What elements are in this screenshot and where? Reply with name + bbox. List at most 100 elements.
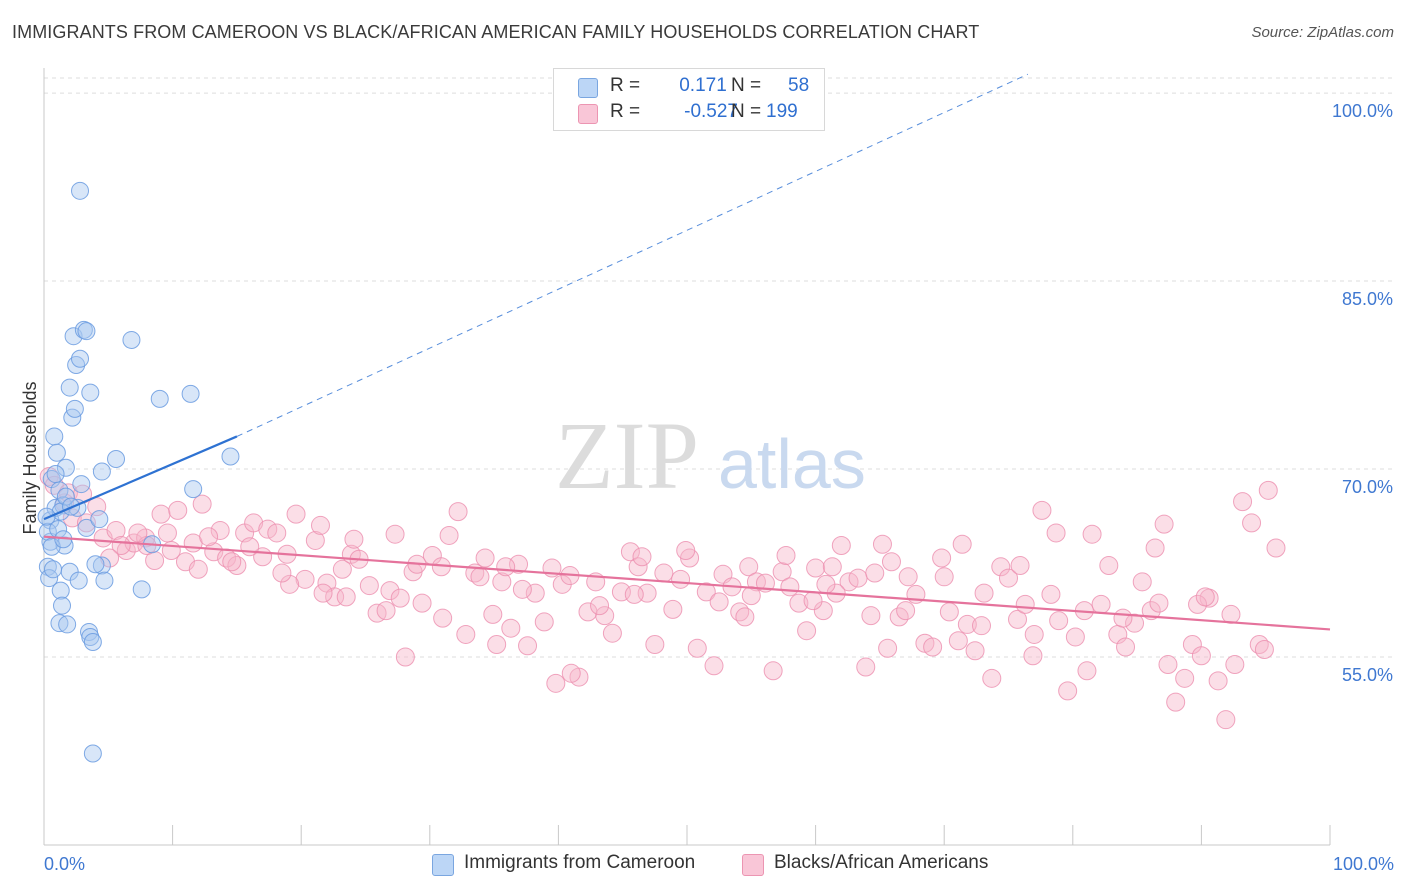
- data-point-black: [620, 542, 640, 562]
- data-point-black: [709, 592, 729, 612]
- legend-row-cameroon: R = 0.171 N = 58: [578, 75, 818, 101]
- data-point-black: [1208, 671, 1228, 691]
- data-point-cameroon: [92, 462, 111, 481]
- data-point-black: [739, 557, 759, 577]
- legend-row-black: R = -0.527 N = 199: [578, 101, 818, 127]
- data-point-black: [991, 557, 1011, 577]
- data-point-black: [696, 582, 716, 602]
- data-point-cameroon: [77, 518, 96, 537]
- data-point-black: [797, 621, 817, 641]
- data-point-black: [1024, 624, 1044, 644]
- data-point-black: [831, 535, 851, 555]
- data-point-cameroon: [107, 450, 126, 469]
- data-point-black: [957, 614, 977, 634]
- data-point-black: [735, 607, 755, 627]
- data-point-black: [816, 574, 836, 594]
- data-point-black: [965, 641, 985, 661]
- data-point-black: [1032, 500, 1052, 520]
- data-point-black: [730, 602, 750, 622]
- data-point-black: [602, 623, 622, 643]
- legend-swatch-cameroon: [578, 78, 598, 98]
- data-point-cameroon: [60, 378, 79, 397]
- data-point-black: [313, 583, 333, 603]
- source-label: Source: ZipAtlas.com: [1251, 24, 1394, 41]
- data-point-black: [336, 587, 356, 607]
- series-blacks-african-americans: [39, 467, 1286, 730]
- data-point-cameroon: [53, 596, 72, 615]
- data-point-black: [872, 534, 892, 554]
- data-point-black: [780, 577, 800, 597]
- data-point-cameroon: [65, 399, 84, 418]
- legend-r-value: 0.171: [679, 75, 727, 96]
- data-point-black: [199, 527, 219, 547]
- data-point-cameroon: [83, 632, 102, 651]
- trend-lines: [43, 73, 1331, 631]
- data-point-black: [106, 520, 126, 540]
- data-point-black: [687, 638, 707, 658]
- series-immigrants-from-cameroon: [37, 181, 240, 763]
- data-point-black: [1145, 538, 1165, 558]
- data-point-black: [222, 552, 242, 572]
- data-point-black: [1058, 681, 1078, 701]
- data-point-black: [896, 601, 916, 621]
- data-point-cameroon: [56, 487, 75, 506]
- data-point-black: [1154, 514, 1174, 534]
- data-point-black: [272, 563, 292, 583]
- data-point-black: [151, 504, 171, 524]
- data-point-black: [1015, 594, 1035, 614]
- data-point-black: [325, 587, 345, 607]
- data-point-black: [1116, 637, 1136, 657]
- data-point-black: [439, 525, 459, 545]
- legend-n-label: N =: [731, 101, 762, 122]
- data-point-black: [789, 593, 809, 613]
- data-point-black: [145, 551, 165, 571]
- data-point-black: [878, 638, 898, 658]
- data-point-black: [385, 524, 405, 544]
- data-point-black: [1158, 655, 1178, 675]
- data-point-black: [1113, 608, 1133, 628]
- legend: R = 0.171 N = 58 R = -0.527 N = 199: [553, 68, 825, 131]
- data-point-black: [267, 523, 287, 543]
- data-point-black: [1099, 556, 1119, 576]
- data-point-black: [1221, 604, 1241, 624]
- data-point-black: [934, 567, 954, 587]
- data-point-black: [676, 540, 696, 560]
- data-point-black: [1149, 593, 1169, 613]
- bottom-legend-label-cameroon: Immigrants from Cameroon: [464, 852, 696, 873]
- legend-n-value: 199: [766, 101, 798, 122]
- data-point-black: [590, 596, 610, 616]
- data-point-cameroon: [47, 443, 66, 462]
- data-point-cameroon: [37, 507, 56, 526]
- data-point-black: [1175, 668, 1195, 688]
- data-point-black: [772, 562, 792, 582]
- data-point-cameroon: [221, 447, 240, 466]
- data-point-black: [763, 661, 783, 681]
- data-point-cameroon: [44, 560, 63, 579]
- data-point-black: [1242, 513, 1262, 533]
- tick-labels: 55.0% 70.0% 85.0% 100.0% 0.0% 100.0%: [44, 101, 1394, 874]
- data-point-black: [512, 579, 532, 599]
- data-point-black: [898, 567, 918, 587]
- data-point-black: [501, 618, 521, 638]
- data-point-black: [704, 656, 724, 676]
- bottom-legend-swatch-cameroon: [432, 854, 454, 876]
- data-point-black: [395, 647, 415, 667]
- bottom-legend-swatch-black: [742, 854, 764, 876]
- data-point-black: [671, 569, 691, 589]
- y-tick-label: 55.0%: [1342, 665, 1393, 685]
- data-point-cameroon: [71, 349, 90, 368]
- data-point-black: [332, 559, 352, 579]
- trend-line-cameroon-extension: [236, 73, 1028, 437]
- data-point-black: [856, 657, 876, 677]
- data-point-black: [595, 606, 615, 626]
- legend-r-label: R =: [610, 101, 641, 122]
- data-point-black: [525, 583, 545, 603]
- data-point-black: [359, 576, 379, 596]
- data-point-black: [492, 572, 512, 592]
- data-point-black: [1191, 646, 1211, 666]
- data-point-cameroon: [184, 480, 203, 499]
- data-point-black: [645, 634, 665, 654]
- data-point-black: [1046, 523, 1066, 543]
- data-point-black: [1188, 594, 1208, 614]
- legend-r-label: R =: [610, 75, 641, 96]
